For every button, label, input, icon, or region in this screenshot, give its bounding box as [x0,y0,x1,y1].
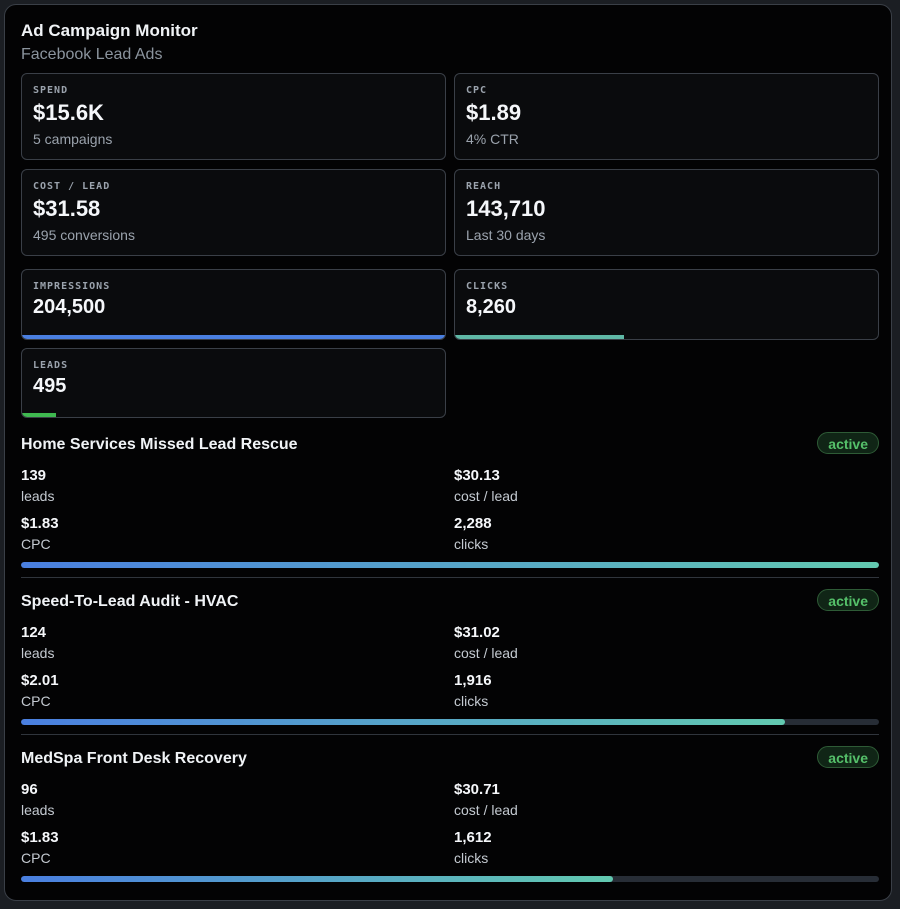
clicks-caption: clicks [454,850,489,866]
leads-count: 96 [21,781,38,798]
clicks-value: 2,288 [454,515,492,532]
cpc-value: $1.89 [466,100,522,125]
campaign-progress-fill [21,719,785,725]
panel-title: Ad Campaign Monitor [21,21,198,40]
spend-sub: 5 campaigns [33,131,113,147]
campaign-progress-track [21,876,879,882]
clicks-value: 1,612 [454,829,492,846]
campaign-name: MedSpa Front Desk Recovery [21,750,247,767]
cost-per-lead-value: $30.71 [454,781,500,798]
clicks-label: CLICKS [466,281,509,292]
leads-caption: leads [21,645,55,661]
clicks-stat: 1,612 clicks [454,829,492,866]
status-badge: active [817,589,879,611]
campaign-progress-track [21,562,879,568]
clicks-value: 8,260 [466,296,517,318]
cost-per-lead-value: $31.02 [454,624,500,641]
spend-value: $15.6K [33,100,104,125]
campaign-progress-track [21,719,879,725]
reach-sub: Last 30 days [466,227,546,243]
clicks-caption: clicks [454,693,489,709]
cost-per-lead-stat: $30.13 cost / lead [454,467,518,504]
spend-label: SPEND [33,85,69,96]
clicks-stat: 2,288 clicks [454,515,492,552]
divider [21,577,879,578]
leads-label: LEADS [33,360,69,371]
cost-per-lead-caption: cost / lead [454,802,518,818]
leads-stat: 139 leads [21,467,54,504]
leads-count: 139 [21,467,47,484]
reach-card: REACH 143,710 Last 30 days [454,169,879,256]
cpc-caption: CPC [21,536,51,552]
impressions-label: IMPRESSIONS [33,281,111,292]
status-badge: active [817,432,879,454]
panel-subtitle: Facebook Lead Ads [21,46,163,63]
cpc-stat: $1.83 CPC [21,515,59,552]
cpc-stat: $2.01 CPC [21,672,59,709]
campaign-progress-fill [21,562,879,568]
leads-stat: 96 leads [21,781,54,818]
cpc-value: $2.01 [21,672,59,689]
cpc-caption: CPC [21,693,51,709]
clicks-card: CLICKS 8,260 [454,269,879,340]
cost-per-lead-caption: cost / lead [454,488,518,504]
cpc-card: CPC $1.89 4% CTR [454,73,879,160]
campaign-row: Speed-To-Lead Audit - HVAC active 124 le… [21,589,879,738]
leads-count: 124 [21,624,47,641]
leads-stat: 124 leads [21,624,54,661]
cost-per-lead-sub: 495 conversions [33,227,135,243]
reach-label: REACH [466,181,502,192]
reach-value: 143,710 [466,196,546,221]
campaign-name: Home Services Missed Lead Rescue [21,436,298,453]
cost-per-lead-caption: cost / lead [454,645,518,661]
cost-per-lead-value: $30.13 [454,467,500,484]
spend-card: SPEND $15.6K 5 campaigns [21,73,446,160]
campaign-name: Speed-To-Lead Audit - HVAC [21,593,239,610]
clicks-value: 1,916 [454,672,492,689]
cpc-value: $1.83 [21,515,59,532]
impressions-progress-bar [22,335,445,339]
cpc-label: CPC [466,85,488,96]
divider [21,734,879,735]
impressions-value: 204,500 [33,296,106,318]
cpc-stat: $1.83 CPC [21,829,59,866]
cpc-caption: CPC [21,850,51,866]
clicks-caption: clicks [454,536,489,552]
cost-per-lead-stat: $31.02 cost / lead [454,624,518,661]
leads-card: LEADS 495 [21,348,446,418]
status-badge: active [817,746,879,768]
campaign-row: MedSpa Front Desk Recovery active 96 lea… [21,746,879,885]
campaign-monitor-panel: Ad Campaign Monitor Facebook Lead Ads SP… [4,4,892,901]
cost-per-lead-value: $31.58 [33,196,101,221]
leads-caption: leads [21,488,55,504]
cost-per-lead-stat: $30.71 cost / lead [454,781,518,818]
leads-progress-bar [22,413,56,417]
cpc-sub: 4% CTR [466,131,519,147]
leads-caption: leads [21,802,55,818]
cost-per-lead-card: COST / LEAD $31.58 495 conversions [21,169,446,256]
campaign-progress-fill [21,876,614,882]
clicks-progress-bar [455,335,625,339]
campaign-row: Home Services Missed Lead Rescue active … [21,432,879,581]
impressions-card: IMPRESSIONS 204,500 [21,269,446,340]
cost-per-lead-label: COST / LEAD [33,181,111,192]
leads-value: 495 [33,375,67,397]
clicks-stat: 1,916 clicks [454,672,492,709]
cpc-value: $1.83 [21,829,59,846]
